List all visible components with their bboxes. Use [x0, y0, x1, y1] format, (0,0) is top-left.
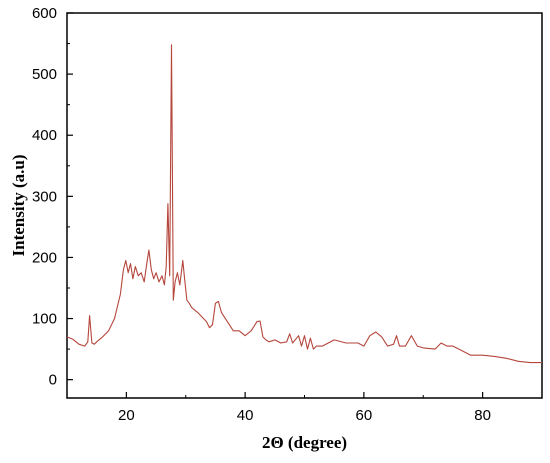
- x-tick-label: 60: [356, 407, 373, 424]
- y-tick-label: 0: [49, 372, 57, 389]
- y-axis-ticks: 0 100 200 300 400 500 600: [32, 5, 73, 389]
- plot-frame: [66, 12, 543, 399]
- y-axis-label: Intensity (a.u): [9, 154, 28, 256]
- y-tick-label: 200: [32, 249, 57, 266]
- plot-area: [66, 12, 543, 399]
- y-tick-label: 600: [32, 5, 57, 22]
- x-tick-label: 80: [474, 407, 491, 424]
- data-series-line: [66, 44, 542, 364]
- y-tick-label: 100: [32, 311, 57, 328]
- x-tick-label: 20: [118, 407, 135, 424]
- x-tick-label: 40: [237, 407, 254, 424]
- x-axis-ticks: 20 40 60 80: [66, 392, 543, 424]
- y-tick-label: 300: [32, 188, 57, 205]
- y-tick-label: 500: [32, 66, 57, 83]
- y-tick-label: 400: [32, 127, 57, 144]
- x-axis-label: 2Θ (degree): [262, 433, 347, 452]
